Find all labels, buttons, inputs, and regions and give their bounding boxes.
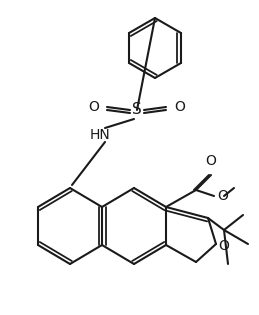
Text: O: O: [174, 100, 185, 114]
Text: HN: HN: [90, 128, 110, 142]
Text: S: S: [132, 102, 142, 117]
Text: O: O: [88, 100, 99, 114]
Text: O: O: [206, 154, 217, 168]
Text: O: O: [217, 189, 228, 203]
Text: O: O: [218, 239, 229, 253]
